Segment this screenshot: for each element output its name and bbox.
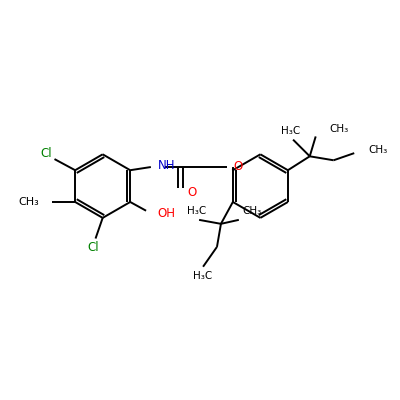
Text: O: O [233,160,242,173]
Text: H₃C: H₃C [282,126,301,136]
Text: H₃C: H₃C [188,206,207,216]
Text: NH: NH [158,159,176,172]
Text: OH: OH [157,208,175,220]
Text: CH₃: CH₃ [243,206,262,216]
Text: O: O [188,186,197,199]
Text: Cl: Cl [40,147,52,160]
Text: Cl: Cl [88,241,99,254]
Text: H₃C: H₃C [193,271,212,281]
Text: CH₃: CH₃ [368,145,387,155]
Text: CH₃: CH₃ [330,124,349,134]
Text: CH₃: CH₃ [19,197,40,207]
